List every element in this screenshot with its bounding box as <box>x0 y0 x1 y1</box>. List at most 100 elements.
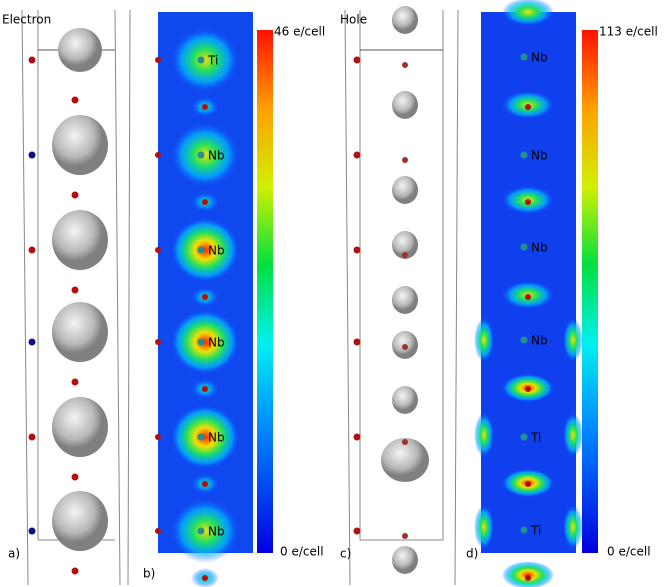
density-blob <box>171 218 239 282</box>
atom <box>521 527 528 534</box>
colorbar-min: 0 e/cell <box>280 545 324 559</box>
panel-label: c) <box>340 547 351 561</box>
atom-label: Nb <box>208 525 225 539</box>
atom <box>198 247 205 254</box>
atom <box>354 528 361 535</box>
atom <box>521 244 528 251</box>
atom <box>155 152 161 158</box>
atom-label: Nb <box>531 51 548 65</box>
atom <box>155 57 161 63</box>
atom <box>521 337 528 344</box>
atom <box>402 157 408 163</box>
atom-label: Nb <box>208 149 225 163</box>
density-blob <box>563 505 583 549</box>
atom <box>202 386 208 392</box>
atom <box>198 528 205 535</box>
density-blob <box>563 413 583 457</box>
isosurface <box>392 91 418 119</box>
panel-title: Electron <box>2 13 51 27</box>
atom <box>202 199 208 205</box>
atom <box>202 575 208 581</box>
atom <box>354 247 361 254</box>
density-blob <box>563 318 583 362</box>
colorbar-b <box>257 30 273 553</box>
colorbar-d <box>582 30 598 553</box>
isosurface <box>52 491 108 551</box>
density-blob <box>502 561 554 587</box>
atom <box>525 575 531 581</box>
atom <box>202 481 208 487</box>
atom-label: Ti <box>530 431 541 445</box>
atom <box>525 199 531 205</box>
atom <box>29 528 36 535</box>
density-blob <box>474 505 494 549</box>
atom <box>72 379 79 386</box>
atom <box>198 152 205 159</box>
colorbar-min: 0 e/cell <box>607 545 651 559</box>
atom-label: Ti <box>207 54 218 68</box>
isosurface <box>52 115 108 175</box>
atom <box>155 434 161 440</box>
atom <box>29 339 36 346</box>
atom <box>354 57 361 64</box>
atom <box>155 247 161 253</box>
atom <box>72 287 79 294</box>
atom <box>72 568 79 575</box>
atom <box>198 57 205 64</box>
colorbar-max: 46 e/cell <box>274 25 325 39</box>
atom <box>521 434 528 441</box>
atom <box>354 434 361 441</box>
isosurface <box>58 28 102 72</box>
isosurface <box>392 386 418 414</box>
isosurface <box>392 176 418 204</box>
density-blob <box>171 310 239 374</box>
panel-title: Hole <box>340 13 367 27</box>
density-blob <box>171 499 239 563</box>
isosurface <box>392 286 418 314</box>
atom <box>29 434 36 441</box>
atom <box>525 386 531 392</box>
atom-label: Nb <box>531 149 548 163</box>
atom <box>521 152 528 159</box>
atom <box>198 434 205 441</box>
atom-label: Nb <box>208 244 225 258</box>
atom <box>29 152 36 159</box>
atom <box>202 294 208 300</box>
atom-label: Nb <box>208 431 225 445</box>
atom <box>72 474 79 481</box>
isosurface <box>52 302 108 362</box>
density-blob <box>171 405 239 469</box>
atom <box>521 54 528 61</box>
atom <box>29 57 36 64</box>
atom <box>402 252 408 258</box>
atom-label: Nb <box>531 241 548 255</box>
atom <box>402 344 408 350</box>
panel-label: d) <box>466 547 478 561</box>
atom <box>155 528 161 534</box>
atom-label: Nb <box>531 334 548 348</box>
density-blob <box>171 123 239 187</box>
atom <box>354 339 361 346</box>
atom <box>525 481 531 487</box>
atom <box>354 152 361 159</box>
figure-content: Electron Hole a) b) c) d) 46 e/cell 0 e/… <box>2 0 658 587</box>
atom <box>402 533 408 539</box>
panel-label: b) <box>143 567 155 581</box>
atom <box>525 294 531 300</box>
atom <box>198 339 205 346</box>
heatmap-b <box>158 12 253 553</box>
isosurface <box>52 397 108 457</box>
atom <box>72 192 79 199</box>
panel-label: a) <box>8 547 20 561</box>
isosurface <box>392 546 418 574</box>
atom <box>525 104 531 110</box>
atom <box>72 97 79 104</box>
density-blob <box>474 413 494 457</box>
density-blob <box>171 28 239 92</box>
colorbar-max: 113 e/cell <box>599 25 658 39</box>
atom <box>29 247 36 254</box>
atom <box>155 339 161 345</box>
isosurface <box>392 6 418 34</box>
atom <box>202 104 208 110</box>
atom-label: Nb <box>208 336 225 350</box>
